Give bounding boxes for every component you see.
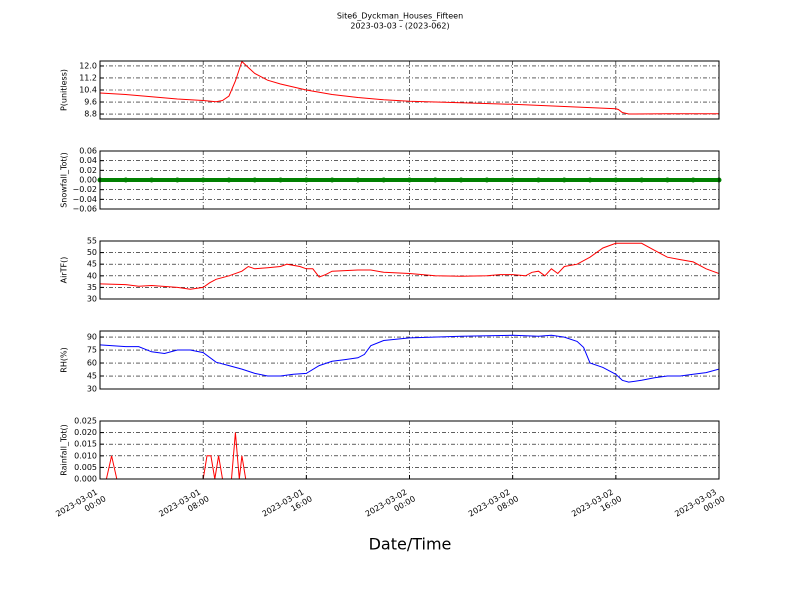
y-tick-label: 45 xyxy=(87,260,97,269)
data-point xyxy=(561,177,567,183)
data-point xyxy=(252,177,258,183)
y-tick-label: 0.025 xyxy=(74,417,97,426)
data-point xyxy=(639,177,645,183)
data-point xyxy=(587,177,593,183)
axes-frame xyxy=(99,240,720,300)
y-tick-label: 0.020 xyxy=(74,428,97,437)
y-tick-label: 30 xyxy=(87,295,97,304)
data-point xyxy=(510,177,516,183)
y-axis-label: AirTF() xyxy=(60,257,69,284)
data-line xyxy=(100,334,719,383)
data-point xyxy=(535,177,541,183)
y-tick-label: 40 xyxy=(87,271,97,280)
y-tick-label: 0.015 xyxy=(74,440,97,449)
data-point xyxy=(381,177,387,183)
y-tick-label: 50 xyxy=(87,248,97,257)
data-point xyxy=(329,177,335,183)
data-point xyxy=(484,177,490,183)
axes-frame xyxy=(99,60,720,120)
data-point xyxy=(303,177,309,183)
data-point xyxy=(355,177,361,183)
y-tick-label: 35 xyxy=(87,283,97,292)
data-line xyxy=(100,60,719,115)
y-tick-label: 0.02 xyxy=(79,166,97,175)
y-axis-label: RH(%) xyxy=(60,347,69,372)
y-tick-label: 30 xyxy=(87,385,97,394)
y-tick-label: 60 xyxy=(87,359,97,368)
y-tick-label: −0.06 xyxy=(72,205,97,214)
data-line xyxy=(100,242,719,290)
figure-title: Site6_Dyckman_Houses_Fifteen xyxy=(337,12,463,21)
x-tick-label: 2023-03-0300:00 xyxy=(673,485,726,527)
y-tick-label: 10.4 xyxy=(79,86,97,95)
y-tick-label: 9.6 xyxy=(84,98,97,107)
y-tick-label: 0.000 xyxy=(74,475,97,484)
data-point xyxy=(432,177,438,183)
y-tick-label: 12.0 xyxy=(79,61,97,70)
data-point xyxy=(200,177,206,183)
y-tick-label: 0.00 xyxy=(79,176,97,185)
x-tick-label: 2023-03-0208:00 xyxy=(467,485,520,527)
y-tick-label: 0.005 xyxy=(74,463,97,472)
y-tick-label: 11.2 xyxy=(79,73,97,82)
y-tick-label: −0.02 xyxy=(72,185,97,194)
y-tick-label: 55 xyxy=(87,237,97,246)
data-point xyxy=(226,177,232,183)
data-point xyxy=(407,177,412,183)
data-point xyxy=(149,177,155,183)
y-tick-label: −0.04 xyxy=(72,195,97,204)
y-tick-label: 0.06 xyxy=(79,147,97,156)
axes-frame xyxy=(99,330,720,390)
y-tick-label: 90 xyxy=(87,333,97,342)
y-tick-label: 75 xyxy=(87,346,97,355)
data-point xyxy=(123,177,129,183)
y-tick-label: 8.8 xyxy=(84,110,97,119)
x-axis-label: Date/Time xyxy=(369,535,452,554)
data-line xyxy=(100,432,719,480)
x-tick-label: 2023-03-0116:00 xyxy=(260,485,313,527)
x-tick-label: 2023-03-0100:00 xyxy=(54,485,107,527)
axes-frame xyxy=(99,150,720,210)
y-axis-label: Rainfall_Tot() xyxy=(60,424,69,476)
y-tick-label: 0.04 xyxy=(79,156,97,165)
data-point xyxy=(174,177,180,183)
x-tick-label: 2023-03-0108:00 xyxy=(157,485,210,527)
data-point xyxy=(458,177,464,183)
data-point xyxy=(278,177,284,183)
data-point xyxy=(664,177,670,183)
x-tick-label: 2023-03-0200:00 xyxy=(364,485,417,527)
figure-subtitle: 2023-03-03 - (2023-062) xyxy=(350,22,449,31)
y-tick-label: 45 xyxy=(87,372,97,381)
data-point xyxy=(613,177,619,183)
y-axis-label: Snowfall_Tot() xyxy=(60,152,69,208)
data-point xyxy=(690,177,696,183)
x-tick-label: 2023-03-0216:00 xyxy=(570,485,623,527)
y-tick-label: 0.010 xyxy=(74,451,97,460)
y-axis-label: P(unitless) xyxy=(60,69,69,111)
